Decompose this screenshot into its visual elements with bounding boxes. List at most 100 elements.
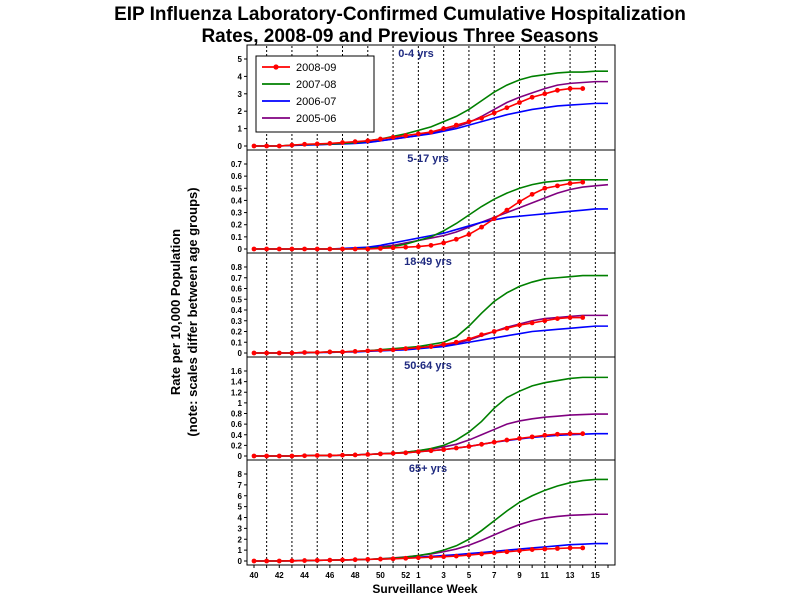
- panel-0-4-yrs-ytick-label: 5: [238, 55, 243, 64]
- panel-5-17-yrs-point-2008-09: [340, 246, 345, 252]
- panel-5-17-yrs-point-2008-09: [264, 246, 270, 252]
- panel-18-49-yrs-point-2008-09: [466, 336, 472, 342]
- panel-50-64-yrs-ytick-label: 1: [238, 399, 243, 408]
- panel-18-49-yrs-point-2008-09: [302, 350, 307, 355]
- x-tick-label: 5: [467, 571, 472, 580]
- panel-0-4-yrs-point-2008-09: [529, 94, 535, 100]
- panel-65-yrs-point-2008-09: [542, 546, 548, 552]
- panel-18-49-yrs-point-2008-09: [517, 322, 522, 328]
- panel-65-yrs-point-2008-09: [352, 557, 358, 563]
- panel-18-49-yrs-ytick-label: 0.7: [231, 274, 243, 283]
- x-tick-label: 3: [441, 571, 446, 580]
- x-tick-label: 46: [325, 571, 334, 580]
- panel-0-4-yrs-point-2008-09: [415, 131, 421, 137]
- panel-50-64-yrs-point-2008-09: [491, 439, 497, 445]
- panel-18-49-yrs-point-2008-09: [251, 350, 257, 356]
- panel-50-64-yrs-point-2008-09: [378, 451, 383, 457]
- panel-5-17-yrs-ytick-label: 0.6: [231, 172, 243, 181]
- y-axis-label: Rate per 10,000 Population: [168, 229, 183, 395]
- panel-18-49-yrs-point-2008-09: [365, 348, 371, 354]
- panel-18-49-yrs-point-2008-09: [390, 347, 396, 353]
- panel-5-17-yrs-ytick-label: 0.3: [231, 209, 243, 218]
- panel-0-4-yrs-ytick-label: 3: [238, 90, 243, 99]
- panel-5-17-yrs-point-2008-09: [504, 207, 510, 213]
- panel-65-yrs-point-2008-09: [276, 558, 282, 564]
- panel-18-49-yrs-ytick-label: 0.4: [231, 306, 243, 315]
- panel-5-17-yrs-point-2008-09: [542, 185, 548, 191]
- panel-5-17-yrs-point-2008-09: [466, 232, 472, 237]
- panel-5-17-yrs-point-2008-09: [415, 244, 421, 249]
- panel-0-4-yrs-point-2008-09: [314, 141, 320, 147]
- panel-5-17-yrs-point-2008-09: [428, 242, 434, 248]
- panel-5-17-yrs-point-2008-09: [453, 236, 459, 242]
- panel-50-64-yrs-point-2008-09: [403, 450, 409, 456]
- panel-65-yrs-point-2008-09: [251, 558, 257, 564]
- x-tick-label: 50: [376, 571, 385, 580]
- panel-50-64-yrs-point-2008-09: [529, 434, 535, 440]
- panel-0-4-yrs-point-2008-09: [479, 115, 484, 121]
- legend-label-2005-06: 2005-06: [296, 113, 336, 125]
- panel-18-49-yrs-point-2008-09: [403, 346, 409, 352]
- x-tick-label: 13: [566, 571, 575, 580]
- panel-5-17-yrs-point-2008-09: [352, 246, 358, 252]
- panel-50-64-yrs-frame: [246, 356, 616, 461]
- panel-0-4-yrs-point-2008-09: [580, 86, 586, 91]
- panel-5-17-yrs-point-2008-09: [441, 240, 447, 246]
- panel-50-64-yrs-ytick-label: 0: [238, 452, 243, 461]
- panel-18-49-yrs-point-2008-09: [441, 342, 447, 347]
- panel-18-49-yrs-point-2008-09: [289, 350, 295, 356]
- panel-0-4-yrs-point-2008-09: [365, 138, 371, 144]
- panel-18-49-yrs-point-2008-09: [415, 345, 421, 351]
- panel-50-64-yrs-point-2008-09: [504, 437, 510, 443]
- panel-50-64-yrs-point-2008-09: [340, 452, 345, 458]
- chart-title-line-1: EIP Influenza Laboratory-Confirmed Cumul…: [114, 4, 686, 25]
- panel-18-49-yrs-point-2008-09: [264, 350, 270, 356]
- panel-0-4-yrs-point-2008-09: [441, 126, 447, 131]
- panel-65-yrs-point-2008-09: [302, 558, 307, 563]
- panel-18-49-yrs-point-2008-09: [340, 349, 345, 355]
- panel-5-17-yrs-point-2008-09: [251, 246, 257, 252]
- panel-50-64-yrs-point-2008-09: [352, 452, 358, 458]
- panel-5-17-yrs-ytick-label: 0: [238, 245, 243, 254]
- panel-5-17-yrs-title: 5-17 yrs: [407, 153, 449, 165]
- panel-65-yrs-point-2008-09: [327, 557, 333, 563]
- panel-50-64-yrs-ytick-label: 1.2: [231, 388, 243, 397]
- chart-title: EIP Influenza Laboratory-Confirmed Cumul…: [0, 4, 800, 48]
- panel-5-17-yrs-point-2008-09: [302, 246, 307, 252]
- panel-18-49-yrs-title: 18-49 yrs: [404, 256, 452, 268]
- panel-65-yrs-point-2008-09: [555, 546, 560, 551]
- legend-label-2007-08: 2007-08: [296, 79, 336, 91]
- panel-65-yrs-frame: [246, 459, 616, 566]
- panel-50-64-yrs-point-2008-09: [453, 445, 459, 451]
- panel-0-4-yrs-point-2008-09: [453, 122, 459, 128]
- panel-18-49-yrs-point-2008-09: [542, 318, 548, 324]
- panel-65-yrs-point-2008-09: [340, 557, 345, 563]
- panel-50-64-yrs-point-2008-09: [542, 432, 548, 438]
- panel-65-yrs-point-2008-09: [289, 558, 295, 564]
- panel-5-17-yrs-point-2008-09: [555, 183, 560, 189]
- panel-5-17-yrs-point-2008-09: [580, 179, 586, 185]
- panel-18-49-yrs-point-2008-09: [504, 325, 510, 331]
- panel-0-4-yrs-point-2008-09: [264, 143, 270, 149]
- panel-18-49-yrs-point-2008-09: [378, 347, 383, 353]
- panel-0-4-yrs-point-2008-09: [302, 141, 307, 147]
- panel-65-yrs-point-2008-09: [504, 549, 510, 555]
- panel-50-64-yrs-title: 50-64 yrs: [404, 360, 452, 372]
- panel-50-64-yrs-point-2008-09: [276, 453, 282, 459]
- panel-65-yrs-point-2008-09: [428, 554, 434, 560]
- x-tick-label: 42: [275, 571, 284, 580]
- legend-marker-2008-09: [273, 64, 279, 70]
- panel-0-4-yrs-point-2008-09: [378, 136, 383, 142]
- panel-65-yrs-point-2008-09: [453, 553, 459, 559]
- panel-18-49-yrs-point-2008-09: [276, 350, 282, 356]
- panel-5-17-yrs: 0 0.1 0.2 0.3 0.4 0.5 0.6 0.7 5-17 yrs: [231, 149, 616, 254]
- panel-18-49-yrs-point-2008-09: [580, 315, 586, 320]
- panel-50-64-yrs-point-2008-09: [441, 447, 447, 453]
- panel-50-64-yrs-point-2008-09: [415, 449, 421, 455]
- panel-0-4-yrs-point-2008-09: [567, 86, 573, 91]
- panel-65-yrs-point-2008-09: [491, 550, 497, 556]
- panel-0-4-yrs-point-2008-09: [428, 129, 434, 135]
- panel-50-64-yrs-point-2008-09: [390, 450, 396, 456]
- panel-5-17-yrs-ytick-label: 0.4: [231, 196, 243, 205]
- panel-0-4-yrs-point-2008-09: [352, 139, 358, 145]
